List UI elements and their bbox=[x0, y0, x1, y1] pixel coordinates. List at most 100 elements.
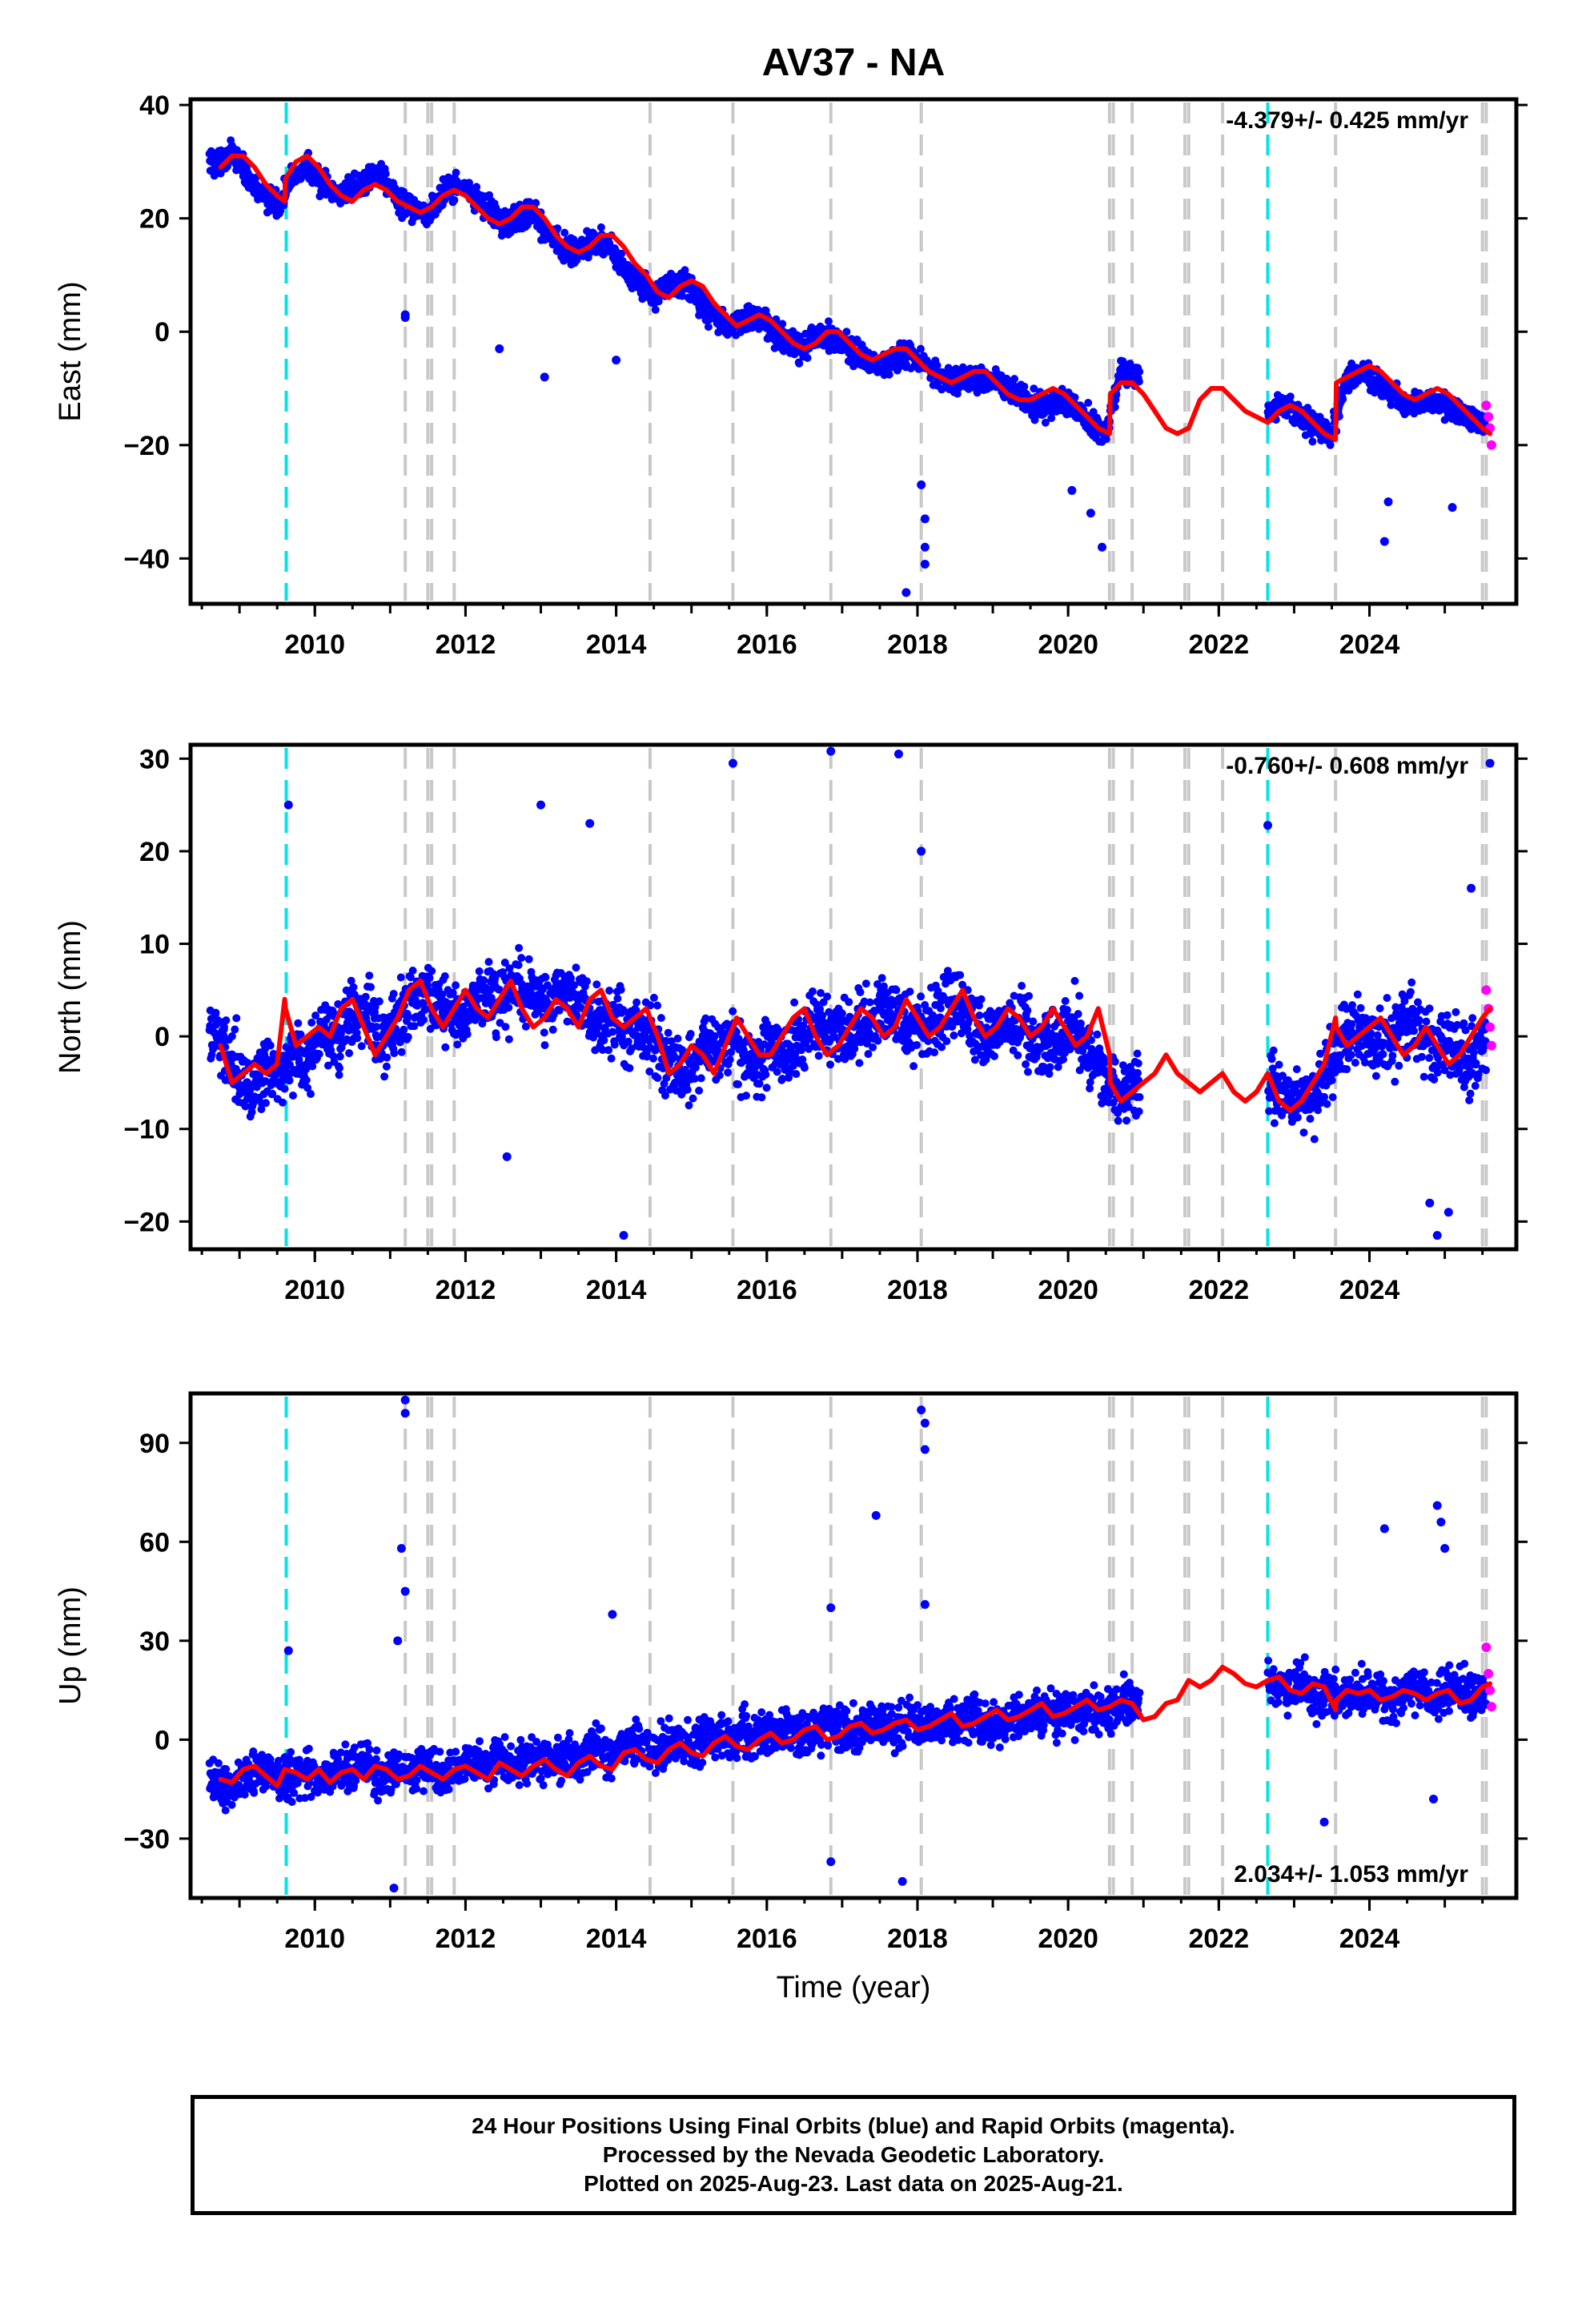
north-daily-position-point bbox=[815, 1013, 825, 1023]
north-daily-position-point bbox=[754, 1059, 764, 1069]
east-panel: −40 −20 0 20 40 2010 2012 2014 2016 2018 2020 2022 2… bbox=[54, 90, 1528, 660]
east-y-axis-label: East (mm) bbox=[54, 281, 87, 421]
up-outlier-point bbox=[920, 1600, 930, 1610]
east-daily-position-point bbox=[649, 293, 659, 303]
east-daily-position-point bbox=[453, 179, 463, 189]
up-daily-position-point bbox=[227, 1784, 237, 1794]
north-y-tick-label: 0 bbox=[155, 1022, 170, 1052]
up-axes-layer: −30 0 30 60 90 2010 2012 2014 2016 2018 2020 2022 20… bbox=[123, 1429, 1528, 1954]
north-daily-position-point bbox=[438, 1003, 448, 1013]
east-daily-position-point bbox=[1403, 400, 1412, 410]
north-x-tick-label: 2020 bbox=[1038, 1275, 1098, 1305]
north-daily-position-point bbox=[1403, 1013, 1412, 1023]
up-daily-position-point bbox=[484, 1764, 493, 1774]
up-daily-position-point bbox=[740, 1725, 749, 1735]
east-outlier-point bbox=[1098, 542, 1106, 552]
north-daily-position-point bbox=[212, 1031, 222, 1041]
up-outlier-point bbox=[400, 1586, 410, 1596]
east-daily-position-point bbox=[378, 168, 387, 178]
east-y-tick-label: 40 bbox=[139, 90, 170, 121]
east-outlier-point bbox=[901, 588, 911, 597]
north-daily-position-point bbox=[1478, 1041, 1488, 1051]
east-daily-position-point bbox=[619, 264, 628, 274]
north-outlier-point bbox=[1485, 758, 1495, 768]
east-y-tick-label: −20 bbox=[123, 431, 170, 461]
up-outlier-point bbox=[608, 1610, 617, 1619]
north-y-tick-label: −10 bbox=[123, 1115, 170, 1145]
up-outlier-point bbox=[1440, 1544, 1450, 1554]
north-y-tick-label: −20 bbox=[123, 1207, 170, 1237]
north-y-tick-label: 10 bbox=[139, 930, 170, 960]
up-daily-position-point bbox=[513, 1761, 523, 1771]
east-daily-position-point bbox=[1041, 400, 1050, 410]
north-x-tick-label: 2012 bbox=[436, 1275, 496, 1305]
east-axes-layer: −40 −20 0 20 40 2010 2012 2014 2016 2018 2020 2022 2… bbox=[123, 90, 1528, 660]
east-daily-position-point bbox=[303, 163, 312, 172]
east-rapid-orbit-point bbox=[1484, 412, 1494, 422]
north-outlier-point bbox=[585, 818, 595, 828]
up-rapid-orbit-point bbox=[1484, 1669, 1494, 1679]
up-daily-position-point bbox=[981, 1719, 990, 1728]
up-daily-position-point bbox=[1297, 1675, 1307, 1685]
up-outlier-point bbox=[1432, 1501, 1442, 1510]
up-daily-position-point bbox=[287, 1775, 297, 1784]
up-daily-position-point bbox=[950, 1722, 960, 1731]
up-daily-position-point bbox=[393, 1764, 403, 1774]
east-outlier-point bbox=[1383, 497, 1393, 507]
up-outlier-point bbox=[393, 1636, 403, 1646]
north-daily-position-point bbox=[227, 1050, 237, 1059]
north-daily-position-point bbox=[272, 1068, 282, 1078]
up-rapid-orbit-point bbox=[1481, 1642, 1492, 1653]
up-daily-position-point bbox=[649, 1745, 659, 1755]
east-daily-position-point bbox=[318, 179, 327, 189]
up-daily-position-point bbox=[1403, 1692, 1412, 1702]
east-daily-position-point bbox=[212, 157, 222, 167]
north-daily-position-point bbox=[559, 985, 568, 995]
north-daily-position-point bbox=[740, 1050, 749, 1059]
east-daily-position-point bbox=[243, 168, 252, 178]
up-outlier-point bbox=[920, 1418, 930, 1428]
up-x-tick-label: 2012 bbox=[436, 1924, 496, 1954]
north-daily-position-point bbox=[528, 995, 538, 1004]
north-daily-position-point bbox=[574, 995, 584, 1004]
north-outlier-point bbox=[1432, 1231, 1442, 1240]
north-plot-frame bbox=[188, 742, 1519, 1252]
north-daily-position-point bbox=[257, 1078, 267, 1088]
north-daily-position-point bbox=[453, 1013, 463, 1023]
east-outlier-point bbox=[1379, 537, 1389, 546]
east-daily-position-cloud bbox=[205, 136, 1491, 449]
north-daily-position-point bbox=[363, 1003, 372, 1013]
east-daily-position-point bbox=[484, 202, 493, 211]
east-x-tick-label: 2012 bbox=[436, 629, 496, 660]
north-daily-position-point bbox=[303, 1059, 312, 1069]
up-outlier-point bbox=[396, 1544, 406, 1554]
up-outlier-point bbox=[917, 1405, 926, 1415]
north-daily-position-point bbox=[1463, 1059, 1472, 1069]
up-x-tick-label: 2016 bbox=[737, 1924, 797, 1954]
east-daily-position-point bbox=[1116, 367, 1126, 376]
north-daily-position-point bbox=[287, 1050, 297, 1059]
east-daily-position-point bbox=[709, 310, 719, 320]
up-daily-position-point bbox=[785, 1722, 794, 1731]
east-daily-position-point bbox=[363, 174, 372, 183]
east-model-layer bbox=[218, 153, 1493, 442]
up-x-tick-label: 2020 bbox=[1038, 1924, 1098, 1954]
up-y-tick-label: 30 bbox=[139, 1626, 170, 1657]
north-x-tick-label: 2016 bbox=[737, 1275, 797, 1305]
east-x-tick-label: 2018 bbox=[887, 629, 948, 660]
north-daily-position-point bbox=[860, 1023, 869, 1032]
east-outlier-point bbox=[920, 559, 930, 569]
north-outlier-point bbox=[917, 846, 926, 856]
north-outlier-point bbox=[502, 1152, 512, 1161]
north-daily-position-point bbox=[408, 995, 418, 1004]
up-daily-position-point bbox=[694, 1738, 704, 1747]
north-daily-position-point bbox=[243, 1078, 252, 1088]
east-daily-position-point bbox=[664, 282, 673, 292]
up-daily-position-point bbox=[1463, 1689, 1472, 1699]
north-daily-position-cloud bbox=[205, 943, 1491, 1144]
east-daily-position-point bbox=[634, 276, 644, 286]
up-rapid-orbit-point bbox=[1485, 1685, 1496, 1695]
up-outlier-point bbox=[826, 1603, 836, 1613]
up-daily-position-point bbox=[363, 1758, 372, 1767]
east-daily-position-point bbox=[347, 185, 357, 195]
